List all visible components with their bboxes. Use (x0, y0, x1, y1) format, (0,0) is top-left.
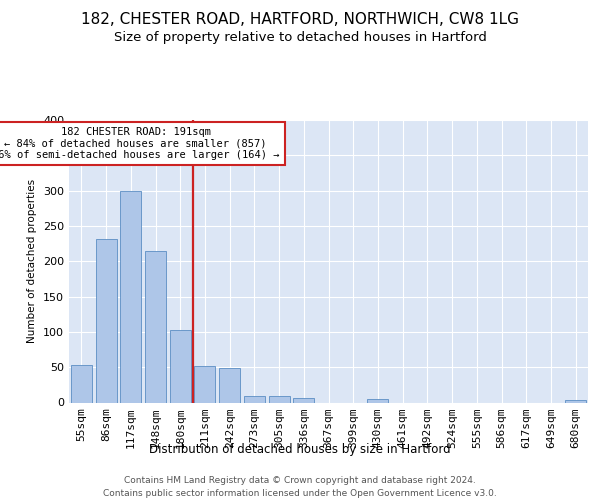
Y-axis label: Number of detached properties: Number of detached properties (28, 179, 37, 344)
Bar (367, 399, 388, 402)
Bar (145, 250, 166, 402)
Bar (244, 396, 265, 402)
Bar (269, 396, 290, 402)
Bar (565, 400, 586, 402)
Text: Size of property relative to detached houses in Hartford: Size of property relative to detached ho… (113, 31, 487, 44)
Bar (219, 368, 240, 402)
Text: 182 CHESTER ROAD: 191sqm
← 84% of detached houses are smaller (857)
16% of semi-: 182 CHESTER ROAD: 191sqm ← 84% of detach… (0, 127, 280, 160)
Text: Contains public sector information licensed under the Open Government Licence v3: Contains public sector information licen… (103, 489, 497, 498)
Bar (194, 366, 215, 403)
Bar (293, 398, 314, 402)
Text: Contains HM Land Registry data © Crown copyright and database right 2024.: Contains HM Land Registry data © Crown c… (124, 476, 476, 485)
Text: Distribution of detached houses by size in Hartford: Distribution of detached houses by size … (149, 442, 451, 456)
Bar (170, 330, 191, 402)
Bar (71, 365, 92, 403)
Bar (95, 238, 116, 402)
Text: 182, CHESTER ROAD, HARTFORD, NORTHWICH, CW8 1LG: 182, CHESTER ROAD, HARTFORD, NORTHWICH, … (81, 12, 519, 28)
Bar (120, 190, 141, 402)
